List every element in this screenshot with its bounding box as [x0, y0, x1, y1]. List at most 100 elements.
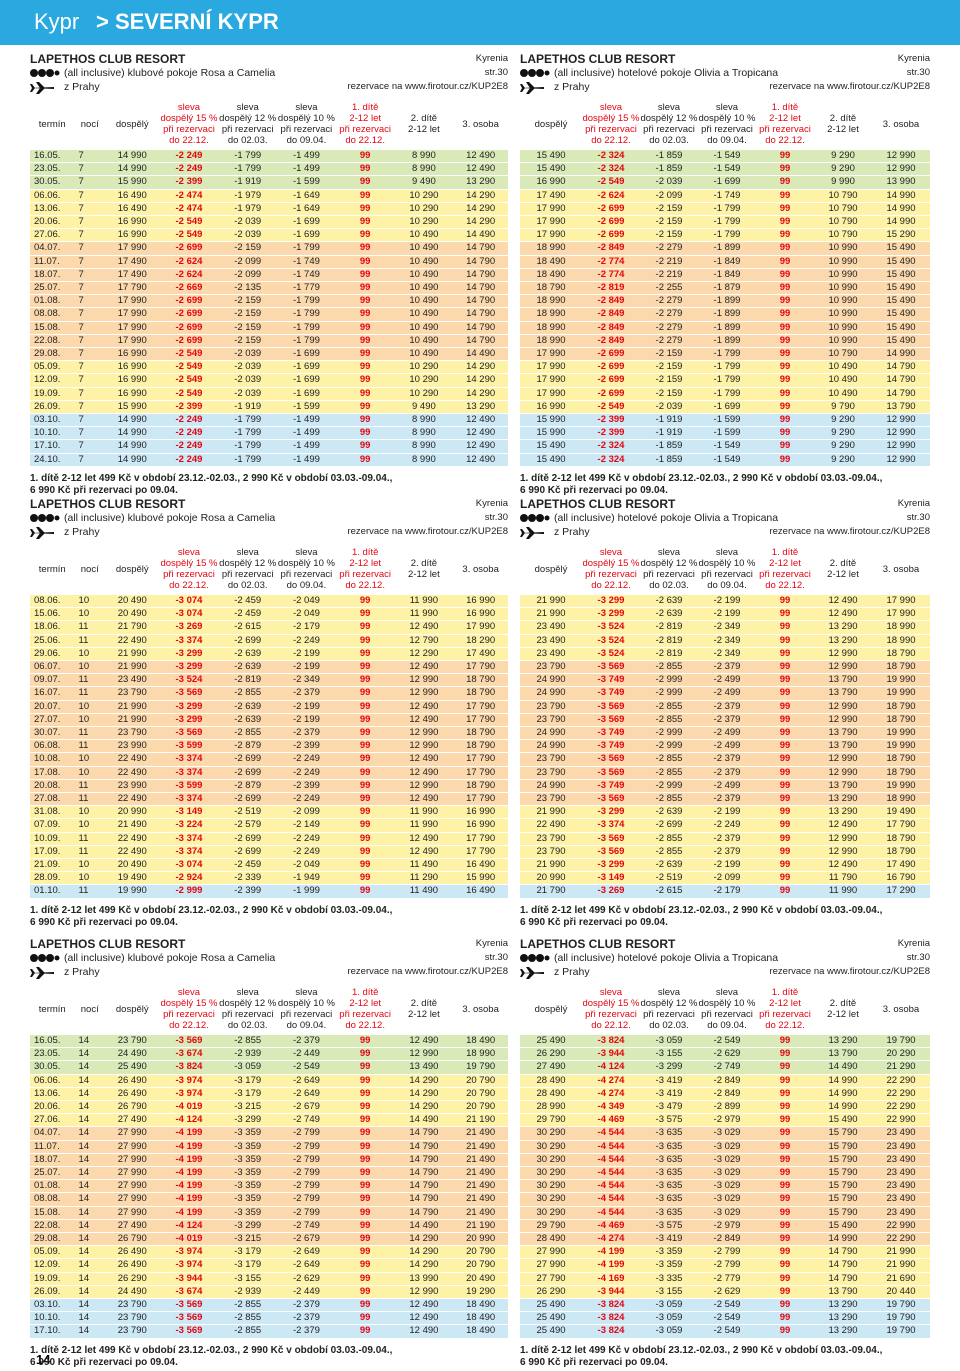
price-cell: 15 490 [872, 321, 930, 335]
price-cell: -3 359 [218, 1179, 278, 1194]
price-cell: -1 949 [277, 871, 336, 886]
price-cell: 18 790 [872, 713, 930, 728]
price-cell: -2 049 [277, 595, 336, 609]
price-cell: -1 779 [277, 281, 336, 296]
price-cell: -2 199 [277, 700, 336, 714]
price-cell: -2 255 [640, 281, 698, 296]
column-header: sleva dospělý 12 % při rezervaci do 02.0… [218, 983, 278, 1035]
price-cell: -2 639 [640, 805, 698, 820]
price-cell: 23 490 [872, 1206, 930, 1220]
price-cell: -4 124 [159, 1219, 219, 1234]
price-cell: -2 279 [640, 294, 698, 309]
price-cell: 17 790 [104, 281, 160, 296]
price-cell: 14 [74, 1100, 105, 1115]
price-cell: 27 990 [104, 1140, 160, 1154]
price-cell: 09.07. [30, 673, 75, 688]
price-cell: 21 990 [520, 607, 582, 622]
column-header: nocí [74, 98, 105, 150]
price-cell: -2 324 [582, 162, 640, 177]
block-departure: z Prahy rezervace na www.firotour.cz/KUP2… [520, 80, 930, 94]
price-row: 18 790 -2 819 -2 255 -1 879 99 10 990 15 490 [520, 281, 930, 296]
price-cell: 12 990 [394, 726, 454, 741]
block-header: LAPETHOS CLUB RESORT Kyrenia [520, 937, 930, 951]
price-cell: 99 [335, 215, 395, 230]
price-cell: 20 790 [453, 1087, 508, 1102]
price-block: LAPETHOS CLUB RESORT Kyrenia (all inclusiv… [520, 937, 930, 1369]
price-cell: 22 490 [104, 845, 160, 860]
price-cell: -3 635 [640, 1166, 698, 1181]
price-cell: 14 790 [394, 1179, 454, 1194]
price-cell: -2 639 [640, 607, 698, 622]
price-cell: 25 490 [520, 1324, 582, 1339]
price-cell: 99 [756, 700, 814, 714]
price-row: 17 990 -2 699 -2 159 -1 799 99 10 790 14 990 [520, 202, 930, 217]
price-cell: 99 [756, 739, 814, 754]
column-header: sleva dospělý 10 % při rezervaci do 09.0… [277, 98, 336, 150]
price-cell: -3 149 [582, 871, 640, 886]
price-cell: 12 490 [814, 607, 872, 622]
price-cell: 8 990 [394, 413, 454, 428]
price-cell: 99 [335, 1285, 395, 1300]
price-cell: -2 199 [698, 858, 756, 873]
booking: rezervace na www.firotour.cz/KUP2E8 [347, 526, 508, 537]
price-cell: 28 990 [520, 1100, 582, 1115]
price-cell: -4 199 [582, 1258, 640, 1273]
column-header: sleva dospělý 10 % při rezervaci do 09.0… [277, 983, 336, 1035]
price-cell: -2 549 [698, 1298, 756, 1313]
price-cell: 21 490 [104, 818, 160, 833]
column-header: sleva dospělý 10 % při rezervaci do 09.0… [698, 98, 756, 150]
block-subheader: (all inclusive) klubové pokoje Rosa a Ca… [30, 511, 508, 525]
price-cell: 15 790 [814, 1206, 872, 1220]
price-cell: 17 990 [453, 620, 508, 635]
block-header: LAPETHOS CLUB RESORT Kyrenia [520, 497, 930, 511]
price-cell: -3 749 [582, 673, 640, 688]
column-header: sleva dospělý 10 % při rezervaci do 09.0… [698, 543, 756, 595]
price-cell: -2 324 [582, 439, 640, 454]
price-cell: 11 990 [394, 805, 454, 820]
price-cell: 04.07. [30, 1126, 75, 1141]
price-cell: 99 [756, 1100, 814, 1115]
price-cell: 12 990 [814, 647, 872, 662]
price-cell: 14 290 [394, 1074, 454, 1088]
price-cell: 17 790 [453, 766, 508, 780]
price-cell: 23 790 [520, 752, 582, 767]
price-row: 17.10. 14 23 790 -3 569 -2 855 -2 379 99 12 490… [30, 1324, 508, 1339]
price-cell: 22 490 [520, 818, 582, 833]
price-cell: 13 290 [814, 1035, 872, 1049]
price-cell: 99 [756, 215, 814, 230]
price-cell: -3 635 [640, 1192, 698, 1207]
price-cell: 99 [335, 884, 395, 899]
price-cell: 17 990 [104, 294, 160, 309]
price-row: 23 790 -3 569 -2 855 -2 379 99 12 990 18 790 [520, 832, 930, 846]
price-cell: -2 249 [159, 150, 219, 164]
price-cell: 19 790 [872, 1035, 930, 1049]
price-cell: 10 990 [814, 321, 872, 335]
price-cell: -2 819 [218, 673, 278, 688]
price-cell: 12 990 [814, 752, 872, 767]
price-cell: -3 569 [582, 752, 640, 767]
price-cell: -3 824 [582, 1298, 640, 1313]
price-cell: 13 790 [814, 726, 872, 741]
price-cell: 10 [74, 660, 105, 675]
price-cell: -2 379 [698, 792, 756, 807]
price-cell: 30 290 [520, 1166, 582, 1181]
price-cell: 11 [74, 739, 105, 754]
price-cell: 10 [74, 766, 105, 780]
price-cell: -1 649 [277, 189, 336, 203]
column-header: 3. osoba [872, 543, 930, 595]
note-line: 6 990 Kč při rezervaci po 09.04. [30, 484, 178, 496]
price-cell: 27 490 [520, 1060, 582, 1075]
price-table: termín nocí dospělý sleva dospělý 15 % při … [30, 543, 508, 899]
price-cell: 26.09. [30, 1285, 75, 1300]
price-cell: 19 790 [872, 1324, 930, 1339]
price-cell: 99 [756, 307, 814, 322]
price-cell: -2 639 [218, 713, 278, 728]
price-cell: -2 549 [159, 347, 219, 362]
price-row: 20.06. 7 16 990 -2 549 -2 039 -1 699 99 10 290 1… [30, 215, 508, 230]
price-cell: 14 490 [394, 1113, 454, 1128]
price-cell: -2 249 [277, 792, 336, 807]
price-cell: 13 290 [814, 1298, 872, 1313]
price-cell: -1 499 [277, 453, 336, 467]
price-row: 30.05. 14 25 490 -3 824 -3 059 -2 549 99 13 490… [30, 1060, 508, 1075]
note-line: 6 990 Kč při rezervaci po 09.04. [520, 916, 668, 928]
